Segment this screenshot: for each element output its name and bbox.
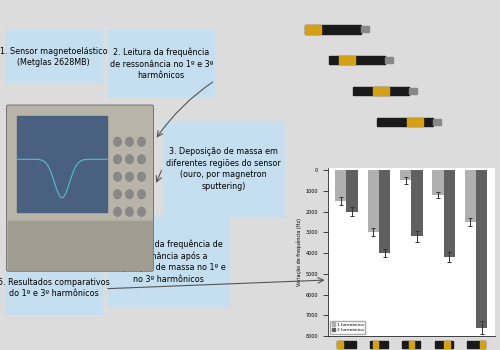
Bar	[400, 170, 411, 181]
Circle shape	[126, 173, 133, 181]
Bar	[335, 170, 346, 201]
Legend: 1 harmônico, 3 harmônico: 1 harmônico, 3 harmônico	[330, 321, 366, 334]
Text: 2. Leitura da frequência
de ressonância no 1º e 3º
harmônicos: 2. Leitura da frequência de ressonância …	[110, 48, 213, 80]
Circle shape	[138, 137, 145, 146]
Circle shape	[114, 173, 121, 181]
Bar	[377, 118, 433, 126]
Bar	[338, 341, 343, 349]
Bar	[432, 170, 444, 195]
Text: 3. Deposição de massa em
diferentes regiões do sensor
(ouro, por magnetron
sputt: 3. Deposição de massa em diferentes regi…	[166, 147, 281, 190]
Circle shape	[138, 207, 145, 216]
Bar	[8, 220, 152, 270]
Bar	[339, 56, 355, 64]
FancyBboxPatch shape	[160, 119, 288, 219]
Bar	[409, 88, 417, 94]
Text: 1. Sensor magnetoelástico
(Metglas 2628MB): 1. Sensor magnetoelástico (Metglas 2628M…	[0, 47, 108, 67]
Bar	[370, 341, 388, 349]
Bar	[407, 118, 423, 126]
Bar	[329, 56, 385, 64]
Bar	[444, 170, 455, 257]
Bar	[338, 341, 355, 349]
FancyBboxPatch shape	[3, 29, 104, 85]
Circle shape	[138, 190, 145, 199]
Circle shape	[114, 207, 121, 216]
Bar	[480, 341, 485, 349]
Bar	[379, 170, 390, 253]
Bar	[433, 119, 441, 125]
Bar	[411, 170, 422, 237]
Bar	[476, 170, 488, 328]
FancyBboxPatch shape	[106, 28, 217, 99]
Bar	[373, 87, 389, 95]
Bar	[467, 341, 485, 349]
Circle shape	[126, 137, 133, 146]
FancyBboxPatch shape	[6, 105, 154, 271]
Bar	[408, 341, 414, 349]
Bar	[402, 341, 420, 349]
Circle shape	[114, 155, 121, 164]
Bar	[434, 341, 452, 349]
Bar	[368, 170, 379, 232]
Circle shape	[114, 137, 121, 146]
Bar	[385, 57, 393, 63]
Bar	[464, 170, 476, 222]
Bar	[305, 25, 361, 34]
FancyBboxPatch shape	[105, 214, 232, 310]
FancyBboxPatch shape	[3, 260, 104, 316]
Bar	[444, 341, 450, 349]
Text: 5. Resultados comparativos
do 1º e 3º harmônicos: 5. Resultados comparativos do 1º e 3º ha…	[0, 278, 110, 298]
Circle shape	[126, 190, 133, 199]
Bar	[305, 25, 321, 34]
Circle shape	[126, 155, 133, 164]
Circle shape	[114, 190, 121, 199]
Bar	[353, 87, 409, 95]
Y-axis label: Variação de frequência (Hz): Variação de frequência (Hz)	[297, 218, 302, 286]
Bar	[17, 116, 107, 212]
Bar	[346, 170, 358, 211]
Text: 4. Leitura da frequência de
ressonância após a
deposição de massa no 1º e
no 3º : 4. Leitura da frequência de ressonância …	[112, 239, 226, 284]
Circle shape	[138, 173, 145, 181]
Bar	[373, 341, 378, 349]
Bar	[361, 26, 369, 33]
Circle shape	[138, 155, 145, 164]
Circle shape	[126, 207, 133, 216]
